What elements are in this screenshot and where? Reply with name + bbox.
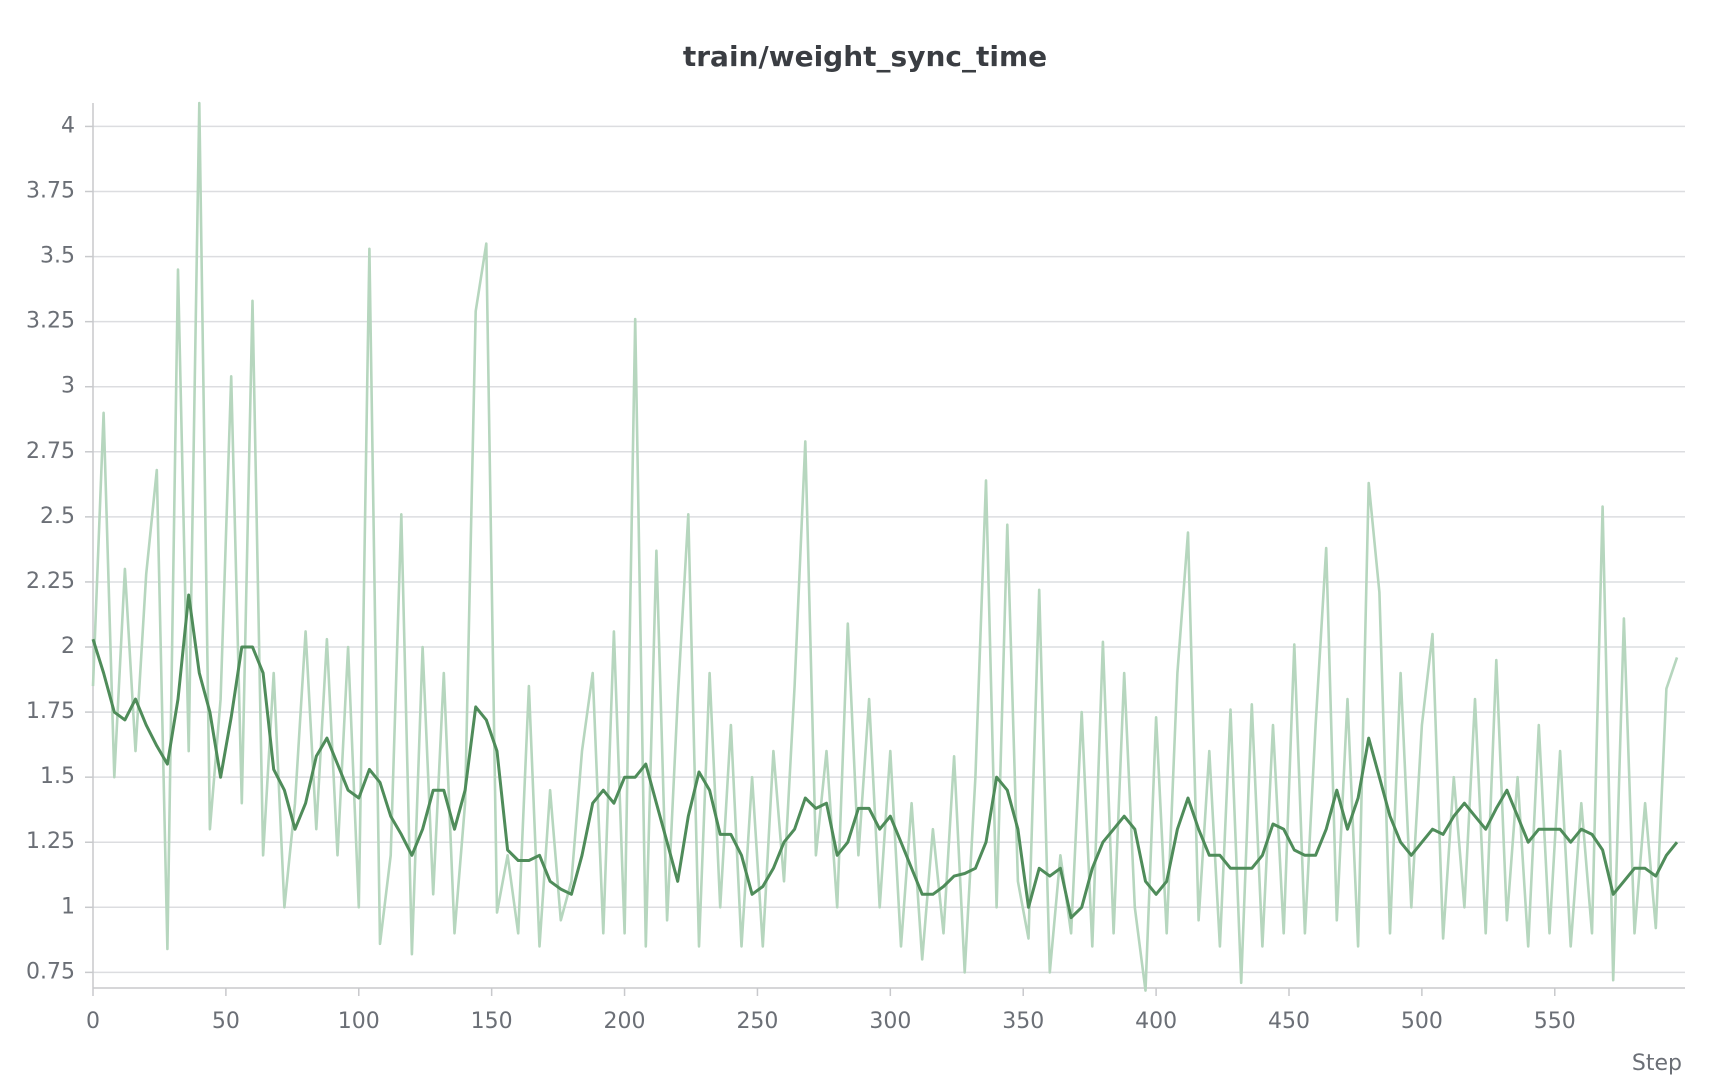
series-line <box>91 101 1679 992</box>
y-tick-label: 4 <box>61 113 75 138</box>
x-tick-label: 250 <box>736 1009 778 1034</box>
x-tick-label: 450 <box>1268 1009 1310 1034</box>
y-tick-label: 2 <box>61 634 75 659</box>
x-tick-label: 200 <box>604 1009 646 1034</box>
y-tick-label: 2.75 <box>26 439 75 464</box>
y-tick-label: 1 <box>61 894 75 919</box>
x-tick-label: 350 <box>1002 1009 1044 1034</box>
chart-title: train/weight_sync_time <box>683 40 1047 73</box>
x-tick-label: 0 <box>86 1009 100 1034</box>
y-tick-label: 0.75 <box>26 959 75 984</box>
x-axis-label: Step <box>1632 1051 1682 1076</box>
y-tick-label: 1.75 <box>26 699 75 724</box>
x-tick-label: 300 <box>869 1009 911 1034</box>
x-tick-label: 150 <box>471 1009 513 1034</box>
y-tick-label: 2.5 <box>40 504 75 529</box>
y-tick-label: 3.75 <box>26 179 75 204</box>
series-line <box>91 593 1679 920</box>
x-tick-label: 50 <box>212 1009 240 1034</box>
x-tick-label: 500 <box>1401 1009 1443 1034</box>
y-tick-label: 3 <box>61 374 75 399</box>
y-tick-label: 1.5 <box>40 764 75 789</box>
y-tick-label: 1.25 <box>26 829 75 854</box>
y-tick-label: 2.25 <box>26 569 75 594</box>
x-tick-label: 100 <box>338 1009 380 1034</box>
y-tick-label: 3.25 <box>26 309 75 334</box>
x-tick-label: 550 <box>1534 1009 1576 1034</box>
x-tick-label: 400 <box>1135 1009 1177 1034</box>
y-tick-label: 3.5 <box>40 244 75 269</box>
